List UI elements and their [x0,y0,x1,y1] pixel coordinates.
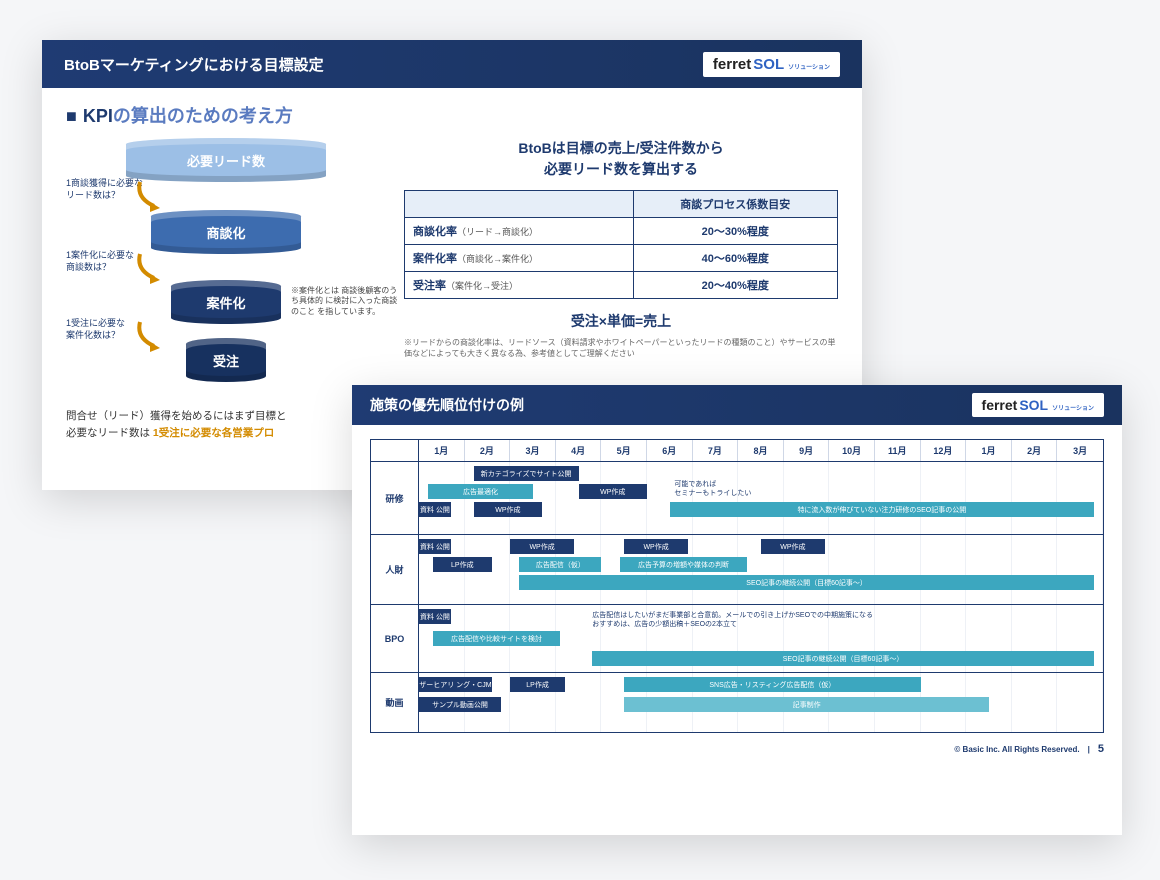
kpi-metric: 商談化率（リード→商談化） [405,218,634,245]
gantt-bar: WP作成 [474,502,542,517]
gantt-bar: SEO記事の継続公開（目標60記事〜） [519,575,1094,590]
funnel-stage: 商談化 [151,210,301,254]
arrow-icon [136,180,166,214]
gantt-row: 動画ユーザーヒアリ ング・CJM作成 LP作成 SNS広告・リスティング広告配信（仮… [371,672,1103,732]
slide-gantt: 施策の優先順位付けの例 ferretSOLソリューション 1月2月3月4月5月6… [352,385,1122,835]
footer-divider: | [1088,745,1090,754]
gantt-lane: 新カテゴライズでサイト公開広告最適化WP作成資料 公開WP作成特に流入数が伸びて… [419,462,1103,534]
gantt-bar: 記事制作 [624,697,989,712]
gantt-note: 可能であれば セミナーもトライしたい [674,480,751,498]
gantt-row-label: 人財 [371,535,419,604]
gantt-bar: 特に流入数が伸びていない注力研修のSEO記事の公開 [670,502,1094,517]
slide1-title: BtoBマーケティングにおける目標設定 [64,54,324,75]
funnel-note: 1商談獲得に必要な リード数は？ [66,178,143,201]
gantt-bar: 広告予算の増額や媒体の判断 [620,557,748,572]
gantt-month: 3月 [510,440,556,461]
slide2-title: 施策の優先順位付けの例 [370,395,524,415]
kpi-value: 40〜60%程度 [633,245,837,272]
gantt-month: 10月 [829,440,875,461]
gantt-bar: SEO記事の継続公開（目標60記事〜） [592,651,1094,666]
kpi-th-value: 商談プロセス係数目安 [633,191,837,218]
gantt-header-row: 1月2月3月4月5月6月7月8月9月10月11月12月1月2月3月 [371,440,1103,462]
gantt-month: 12月 [921,440,967,461]
slide1-heading: ■KPIの算出のための考え方 [66,102,838,128]
slide2-header: 施策の優先順位付けの例 ferretSOLソリューション [352,385,1122,425]
gantt-bar: 資料 公開 [419,539,451,554]
slide2-footer: © Basic Inc. All Rights Reserved. | 5 [352,739,1122,763]
brand-logo: ferretSOLソリューション [972,393,1104,417]
gantt-month: 8月 [738,440,784,461]
funnel-note: 1案件化に必要な 商談数は？ [66,250,134,273]
gantt-month: 1月 [966,440,1012,461]
kpi-value: 20〜40%程度 [633,272,837,299]
gantt-bar: 広告配信（仮） [519,557,601,572]
kpi-th-blank [405,191,634,218]
gantt-bar: 新カテゴライズでサイト公開 [474,466,579,481]
funnel-stage: 受注 [186,338,266,382]
copyright: © Basic Inc. All Rights Reserved. [954,745,1079,754]
arrow-icon [136,252,166,286]
gantt-row: BPO資料 公開広告配信や比較サイトを検討 SEO記事の継続公開（目標60記事〜）… [371,604,1103,672]
gantt-row-label: 動画 [371,673,419,732]
gantt-month: 3月 [1057,440,1103,461]
square-bullet-icon: ■ [66,106,77,126]
funnel-stage: 案件化 [171,280,281,324]
table-row: 案件化率（商談化→案件化）40〜60%程度 [405,245,838,272]
kpi-formula: 受注×単価=売上 [404,311,838,331]
slide1-header: BtoBマーケティングにおける目標設定 ferretSOLソリューション [42,40,862,88]
gantt-bar: 広告最適化 [428,484,533,499]
gantt-lane: 資料 公開 WP作成 WP作成 WP作成 LP作成 広告配信（仮） 広告予算の増額や媒体の判… [419,535,1103,604]
gantt-lane: 資料 公開広告配信や比較サイトを検討 SEO記事の継続公開（目標60記事〜） 広告配… [419,605,1103,672]
gantt-bar: 資料 公開 [419,609,451,624]
gantt-bar: SNS広告・リスティング広告配信（仮） [624,677,920,692]
gantt-bar: LP作成 [433,557,492,572]
table-row: 受注率（案件化→受注）20〜40%程度 [405,272,838,299]
page-number: 5 [1098,743,1104,755]
gantt-bar: WP作成 [761,539,825,554]
gantt-month: 2月 [1012,440,1058,461]
gantt-bar: LP作成 [510,677,565,692]
gantt-row: 研修新カテゴライズでサイト公開広告最適化WP作成資料 公開WP作成特に流入数が伸… [371,462,1103,534]
gantt-note: 広告配信はしたいがまだ事業部と合意前。メールでの引き上げかSEOでの中期施策にな… [592,611,873,629]
gantt-bar: 資料 公開 [419,502,451,517]
slide1-lead: BtoBは目標の売上/受注件数から 必要リード数を算出する [404,138,838,180]
table-row: 商談化率（リード→商談化）20〜30%程度 [405,218,838,245]
gantt-bar: WP作成 [579,484,647,499]
gantt-row-label: BPO [371,605,419,672]
kpi-metric: 案件化率（商談化→案件化） [405,245,634,272]
gantt-month: 6月 [647,440,693,461]
kpi-metric: 受注率（案件化→受注） [405,272,634,299]
gantt-row-label: 研修 [371,462,419,534]
gantt-lane: ユーザーヒアリ ング・CJM作成 LP作成 SNS広告・リスティング広告配信（仮） サ… [419,673,1103,732]
gantt-month: 2月 [465,440,511,461]
gantt-month: 7月 [693,440,739,461]
gantt-month: 4月 [556,440,602,461]
gantt-bar: ユーザーヒアリ ング・CJM作成 [419,677,492,692]
gantt-month: 11月 [875,440,921,461]
kpi-disclaimer: ※リードからの商談化率は、リードソース（資料請求やホワイトペーパーといったリード… [404,337,838,359]
gantt-bar: WP作成 [624,539,688,554]
funnel-stage: 必要リード数 [126,138,326,182]
kpi-funnel: ※案件化とは 商談後顧客のうち具体的 に検討に入った商談のこと を指しています。… [66,138,386,398]
gantt-month: 9月 [784,440,830,461]
gantt-row: 人財資料 公開 WP作成 WP作成 WP作成 LP作成 広告配信（仮） 広告予算の増額や媒体… [371,534,1103,604]
kpi-table: 商談プロセス係数目安 商談化率（リード→商談化）20〜30%程度案件化率（商談化… [404,190,838,299]
gantt-bar: WP作成 [510,539,574,554]
gantt-bar: 広告配信や比較サイトを検討 [433,631,561,646]
gantt-month: 1月 [419,440,465,461]
funnel-aside: ※案件化とは 商談後顧客のうち具体的 に検討に入った商談のこと を指しています。 [291,286,401,317]
gantt-chart: 1月2月3月4月5月6月7月8月9月10月11月12月1月2月3月 研修新カテゴ… [370,439,1104,733]
gantt-month: 5月 [601,440,647,461]
brand-logo: ferretSOLソリューション [703,52,840,77]
funnel-note: 1受注に必要な 案件化数は？ [66,318,125,341]
arrow-icon [136,320,166,354]
gantt-bar: サンプル動画公開 [419,697,501,712]
kpi-value: 20〜30%程度 [633,218,837,245]
